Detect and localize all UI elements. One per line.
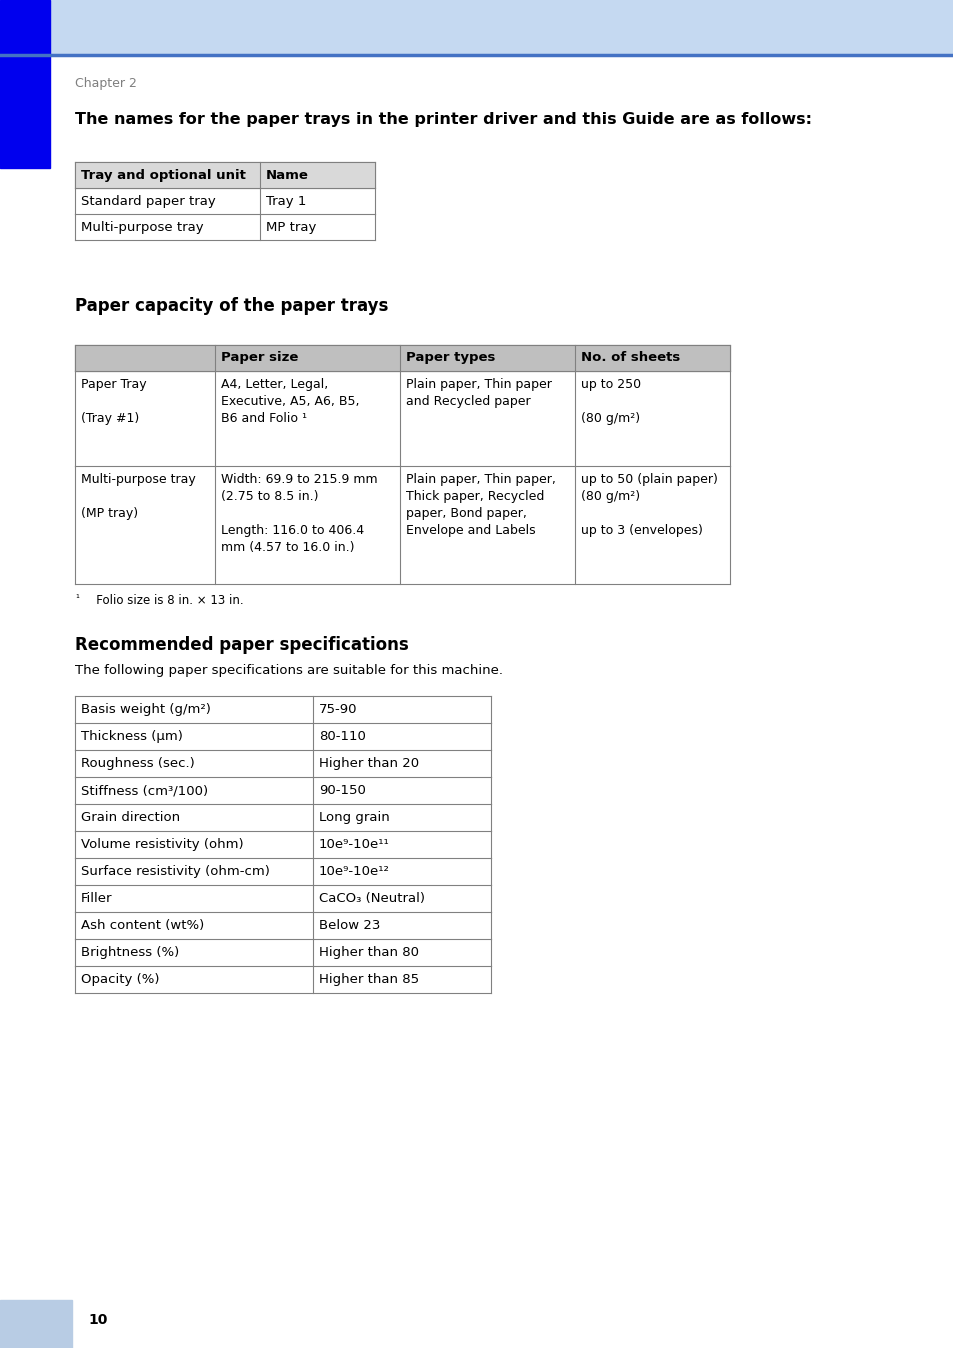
Text: Paper capacity of the paper trays: Paper capacity of the paper trays <box>75 297 388 315</box>
Text: Folio size is 8 in. × 13 in.: Folio size is 8 in. × 13 in. <box>85 594 243 607</box>
Text: MP tray: MP tray <box>266 221 316 235</box>
Text: Filler: Filler <box>81 892 112 905</box>
Text: up to 50 (plain paper)
(80 g/m²)

up to 3 (envelopes): up to 50 (plain paper) (80 g/m²) up to 3… <box>580 473 717 537</box>
Bar <box>75 345 729 371</box>
Text: ¹: ¹ <box>75 594 79 604</box>
Text: The names for the paper trays in the printer driver and this Guide are as follow: The names for the paper trays in the pri… <box>75 112 811 127</box>
Text: Basis weight (g/m²): Basis weight (g/m²) <box>81 704 211 716</box>
Text: 10e⁹-10e¹¹: 10e⁹-10e¹¹ <box>318 838 390 851</box>
Text: Tray 1: Tray 1 <box>266 195 306 208</box>
Text: up to 250

(80 g/m²): up to 250 (80 g/m²) <box>580 377 640 425</box>
Text: Roughness (sec.): Roughness (sec.) <box>81 758 194 770</box>
Text: Multi-purpose tray

(MP tray): Multi-purpose tray (MP tray) <box>81 473 195 520</box>
Text: 80-110: 80-110 <box>318 731 366 743</box>
Text: Higher than 80: Higher than 80 <box>318 946 418 958</box>
Text: 75-90: 75-90 <box>318 704 357 716</box>
Text: Plain paper, Thin paper,
Thick paper, Recycled
paper, Bond paper,
Envelope and L: Plain paper, Thin paper, Thick paper, Re… <box>406 473 556 537</box>
Text: Standard paper tray: Standard paper tray <box>81 195 215 208</box>
Bar <box>0 1299 71 1348</box>
Text: Plain paper, Thin paper
and Recycled paper: Plain paper, Thin paper and Recycled pap… <box>406 377 551 408</box>
Text: Recommended paper specifications: Recommended paper specifications <box>75 636 408 654</box>
Text: Name: Name <box>266 168 309 182</box>
Text: Volume resistivity (ohm): Volume resistivity (ohm) <box>81 838 243 851</box>
Text: 10e⁹-10e¹²: 10e⁹-10e¹² <box>318 865 390 878</box>
Text: Multi-purpose tray: Multi-purpose tray <box>81 221 203 235</box>
Text: Higher than 20: Higher than 20 <box>318 758 418 770</box>
Text: Chapter 2: Chapter 2 <box>75 77 136 90</box>
Bar <box>0 0 50 168</box>
Text: Paper size: Paper size <box>221 350 298 364</box>
Text: Higher than 85: Higher than 85 <box>318 973 418 985</box>
Text: 90-150: 90-150 <box>318 785 366 797</box>
Text: Ash content (wt%): Ash content (wt%) <box>81 919 204 931</box>
Text: Below 23: Below 23 <box>318 919 380 931</box>
Text: Thickness (μm): Thickness (μm) <box>81 731 183 743</box>
Bar <box>75 162 375 187</box>
Text: 10: 10 <box>88 1313 108 1326</box>
Text: Opacity (%): Opacity (%) <box>81 973 159 985</box>
Text: Surface resistivity (ohm-cm): Surface resistivity (ohm-cm) <box>81 865 270 878</box>
Text: Brightness (%): Brightness (%) <box>81 946 179 958</box>
Text: Width: 69.9 to 215.9 mm
(2.75 to 8.5 in.)

Length: 116.0 to 406.4
mm (4.57 to 16: Width: 69.9 to 215.9 mm (2.75 to 8.5 in.… <box>221 473 377 554</box>
Text: Stiffness (cm³/100): Stiffness (cm³/100) <box>81 785 208 797</box>
Text: Tray and optional unit: Tray and optional unit <box>81 168 246 182</box>
Text: The following paper specifications are suitable for this machine.: The following paper specifications are s… <box>75 665 502 677</box>
Text: Grain direction: Grain direction <box>81 811 180 824</box>
Text: No. of sheets: No. of sheets <box>580 350 679 364</box>
Text: Paper types: Paper types <box>406 350 495 364</box>
Bar <box>0 0 953 55</box>
Text: Long grain: Long grain <box>318 811 390 824</box>
Text: CaCO₃ (Neutral): CaCO₃ (Neutral) <box>318 892 424 905</box>
Text: A4, Letter, Legal,
Executive, A5, A6, B5,
B6 and Folio ¹: A4, Letter, Legal, Executive, A5, A6, B5… <box>221 377 359 425</box>
Text: Paper Tray

(Tray #1): Paper Tray (Tray #1) <box>81 377 147 425</box>
